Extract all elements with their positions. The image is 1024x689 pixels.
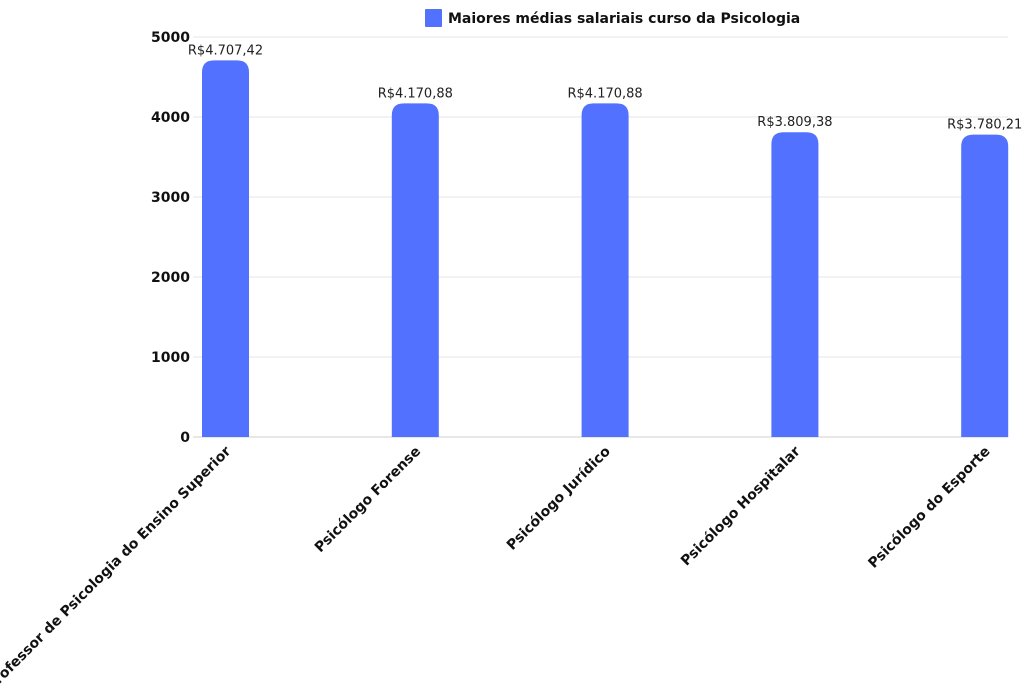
legend-label: Maiores médias salariais curso da Psicol…: [448, 11, 800, 27]
x-tick-label: Psicólogo Jurídico: [504, 443, 614, 553]
x-tick-label: Professor de Psicologia do Ensino Superi…: [0, 443, 234, 685]
bar: [391, 103, 439, 438]
legend: Maiores médias salariais curso da Psicol…: [425, 9, 800, 27]
data-label: R$3.780,21: [947, 118, 1022, 133]
y-tick-label: 4000: [151, 110, 190, 126]
data-label: R$3.809,38: [757, 115, 832, 130]
data-label: R$4.170,88: [567, 86, 642, 101]
y-tick-label: 3000: [151, 190, 190, 206]
data-label: R$4.707,42: [188, 43, 263, 58]
y-tick-label: 2000: [151, 270, 190, 286]
data-label: R$4.170,88: [378, 86, 453, 101]
legend-swatch: [425, 9, 442, 27]
bar: [202, 60, 249, 437]
bar: [581, 103, 629, 438]
y-tick-label: 5000: [151, 30, 190, 46]
y-tick-label: 0: [180, 430, 190, 446]
bar: [771, 132, 819, 437]
x-tick-label: Psicólogo Hospitalar: [678, 443, 804, 569]
bar: [961, 134, 1009, 438]
y-tick-label: 1000: [151, 350, 190, 366]
x-tick-label: Psicólogo Forense: [312, 444, 424, 556]
x-tick-label: Psicólogo do Esporte: [865, 444, 993, 572]
